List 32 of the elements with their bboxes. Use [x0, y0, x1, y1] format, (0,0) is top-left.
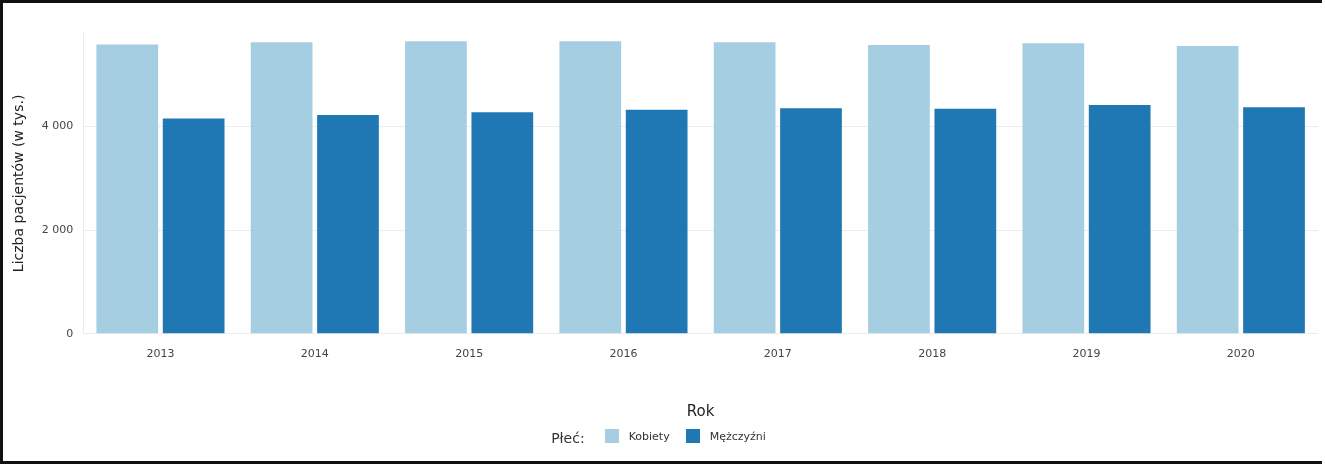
- y-tick-label: 2 000: [41, 222, 74, 236]
- bar: [1022, 43, 1085, 334]
- bar: [780, 108, 842, 334]
- x-tick-label: 2019: [1072, 347, 1101, 361]
- legend-title: Płeć:: [551, 430, 585, 446]
- bar: [1243, 107, 1305, 334]
- bar: [1088, 105, 1151, 334]
- bar: [405, 41, 467, 334]
- x-axis-title: Rok: [686, 401, 715, 420]
- x-tick-label: 2017: [763, 347, 792, 361]
- bar: [559, 41, 622, 334]
- x-tick-label: 2013: [146, 347, 175, 361]
- bar: [317, 114, 379, 334]
- bar: [471, 112, 534, 334]
- bar: [713, 42, 776, 334]
- y-axis-title: Liczba pacjentów (w tys.): [10, 94, 27, 273]
- bar: [1176, 45, 1239, 334]
- x-tick-label: 2014: [300, 347, 329, 361]
- bar: [934, 108, 997, 334]
- bar: [625, 109, 688, 334]
- x-tick-label: 2016: [609, 347, 638, 361]
- legend-label: Kobiety: [628, 429, 670, 443]
- x-tick-label: 2018: [918, 347, 947, 361]
- x-tick-label: 2020: [1226, 347, 1255, 361]
- bar: [868, 44, 930, 334]
- bar: [96, 44, 159, 334]
- bar: [250, 42, 313, 334]
- y-tick-label: 4 000: [41, 119, 74, 133]
- bar: [162, 118, 225, 334]
- y-tick-label: 0: [66, 326, 74, 340]
- x-tick-label: 2015: [455, 347, 484, 361]
- legend-label: Mężczyźni: [709, 429, 766, 443]
